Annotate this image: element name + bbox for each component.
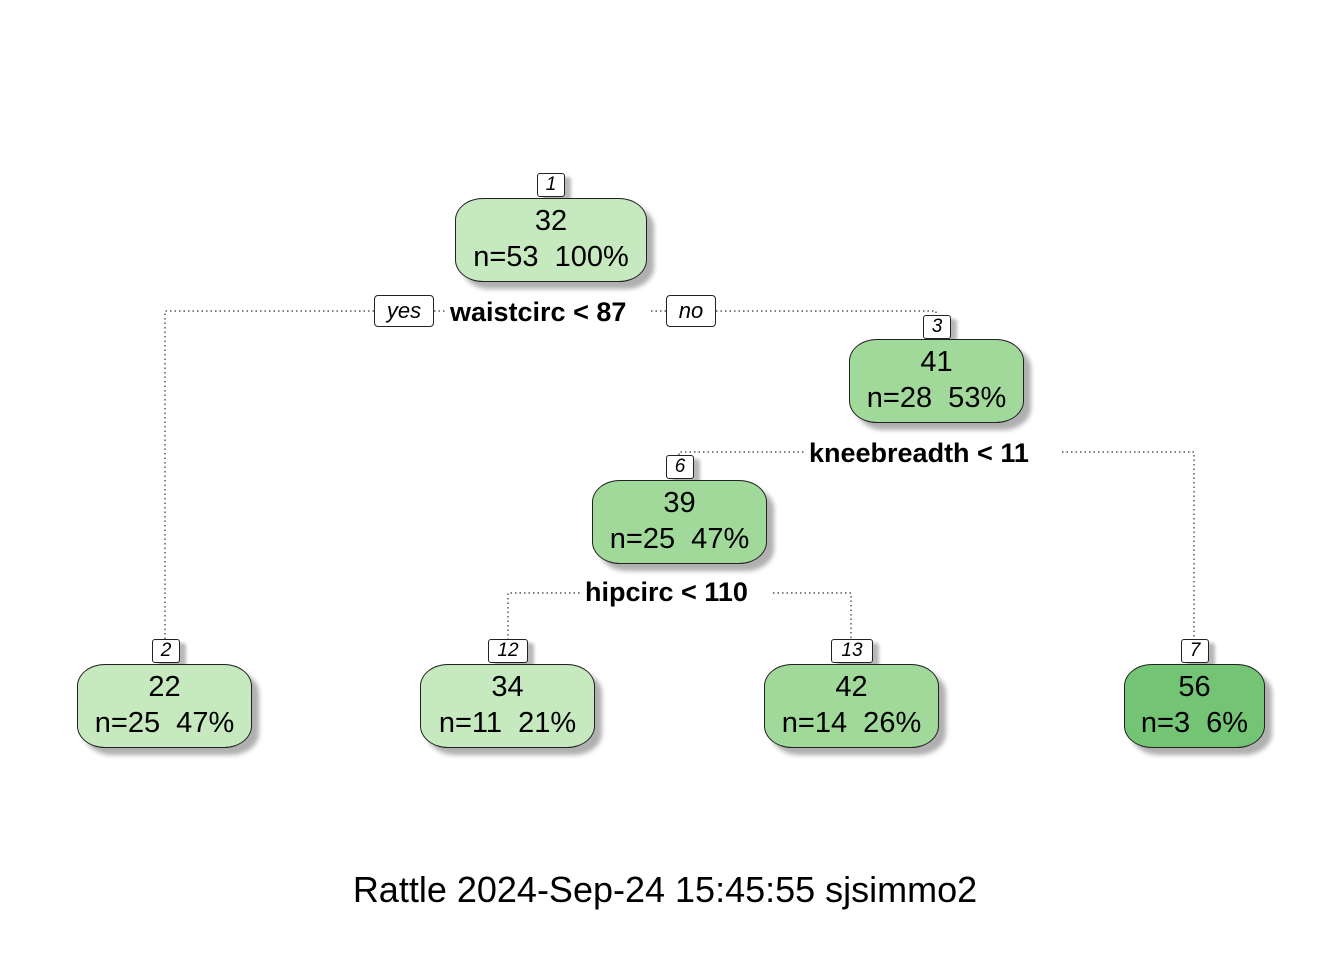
node-stat: n=25 47% bbox=[94, 707, 235, 739]
node-id-label: 6 bbox=[666, 455, 694, 479]
tree-node-7[interactable]: 56 n=3 6% bbox=[1124, 664, 1265, 748]
split-rule: hipcirc < 110 bbox=[582, 577, 751, 607]
edge-1-2 bbox=[164, 310, 374, 640]
no-label: no bbox=[666, 295, 716, 327]
yes-label: yes bbox=[374, 295, 434, 327]
edge-3-6 bbox=[678, 451, 808, 456]
node-id-label: 2 bbox=[152, 639, 180, 663]
node-stat: n=28 53% bbox=[866, 382, 1007, 414]
split-rule: kneebreadth < 11 bbox=[806, 438, 1032, 468]
tree-node-6[interactable]: 39 n=25 47% bbox=[592, 480, 767, 564]
tree-node-2[interactable]: 22 n=25 47% bbox=[77, 664, 252, 748]
node-id-label: 13 bbox=[831, 639, 873, 663]
tree-node-13[interactable]: 42 n=14 26% bbox=[764, 664, 939, 748]
node-id-label: 12 bbox=[488, 639, 528, 663]
node-stat: n=25 47% bbox=[609, 523, 750, 555]
edge-6-13 bbox=[773, 592, 852, 640]
tree-node-1[interactable]: 32 n=53 100% bbox=[455, 198, 647, 282]
node-value: 42 bbox=[835, 671, 868, 703]
node-value: 39 bbox=[663, 487, 696, 519]
plot-caption: Rattle 2024-Sep-24 15:45:55 sjsimmo2 bbox=[352, 869, 978, 910]
edge-3-7 bbox=[1062, 451, 1195, 640]
node-id-label: 1 bbox=[537, 173, 565, 197]
node-stat: n=53 100% bbox=[473, 241, 629, 273]
node-id-label: 3 bbox=[923, 315, 951, 339]
node-value: 41 bbox=[920, 346, 953, 378]
node-value: 34 bbox=[491, 671, 524, 703]
node-stat: n=14 26% bbox=[781, 707, 922, 739]
node-value: 56 bbox=[1178, 671, 1211, 703]
split-rule: waistcirc < 87 bbox=[447, 297, 630, 327]
edge-1-3 bbox=[716, 310, 937, 316]
node-value: 32 bbox=[534, 205, 568, 237]
node-id-label: 7 bbox=[1181, 639, 1209, 663]
tree-node-3[interactable]: 41 n=28 53% bbox=[849, 339, 1024, 423]
node-stat: n=3 6% bbox=[1140, 707, 1249, 739]
node-stat: n=11 21% bbox=[438, 707, 577, 739]
edge-6-12 bbox=[507, 592, 584, 640]
node-value: 22 bbox=[148, 671, 181, 703]
tree-node-12[interactable]: 34 n=11 21% bbox=[420, 664, 595, 748]
